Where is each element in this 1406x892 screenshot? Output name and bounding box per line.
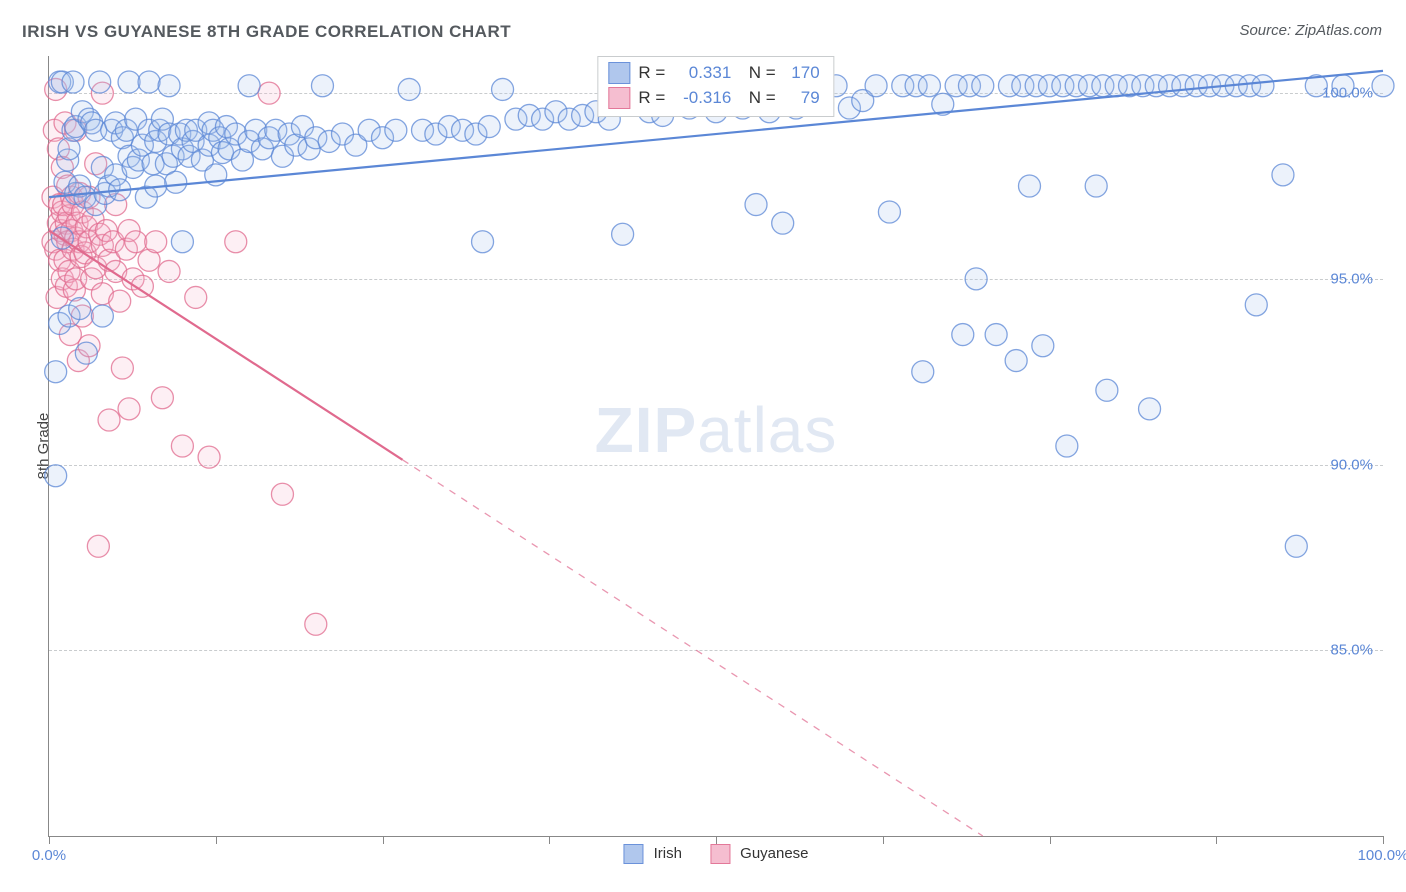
scatter-svg [49,56,1383,836]
scatter-point-irish [69,298,91,320]
x-tick [716,836,717,844]
r-label: R = [638,86,665,111]
scatter-point-irish [1032,335,1054,357]
scatter-point-guyanese [225,231,247,253]
n-label: N = [739,61,775,86]
x-axis-legend: Irish Guyanese [623,844,808,864]
scatter-point-irish [89,71,111,93]
correlation-row-irish: R = 0.331 N = 170 [608,61,819,86]
plot-area: 85.0%90.0%95.0%100.0% 0.0% 100.0% Irish … [48,56,1383,837]
scatter-point-guyanese [98,409,120,431]
scatter-point-guyanese [171,435,193,457]
correlation-box: R = 0.331 N = 170 R = -0.316 N = 79 [597,56,834,117]
scatter-point-guyanese [185,286,207,308]
scatter-point-guyanese [151,387,173,409]
scatter-point-irish [1332,75,1354,97]
scatter-point-irish [1139,398,1161,420]
scatter-point-irish [1285,535,1307,557]
n-value-guyanese: 79 [784,86,820,111]
scatter-point-irish [75,342,97,364]
scatter-point-irish [918,75,940,97]
scatter-point-irish [612,223,634,245]
scatter-point-irish [972,75,994,97]
scatter-point-guyanese [158,260,180,282]
x-tick [549,836,550,844]
correlation-row-guyanese: R = -0.316 N = 79 [608,86,819,111]
scatter-point-irish [1085,175,1107,197]
scatter-point-irish [238,75,260,97]
r-value-guyanese: -0.316 [673,86,731,111]
r-value-irish: 0.331 [673,61,731,86]
scatter-point-irish [772,212,794,234]
scatter-point-irish [158,75,180,97]
scatter-point-guyanese [87,535,109,557]
scatter-point-guyanese [198,446,220,468]
x-tick [1216,836,1217,844]
legend-swatch-irish [623,844,643,864]
trend-line-extrapolated-guyanese [403,460,983,836]
scatter-point-guyanese [258,82,280,104]
scatter-point-guyanese [111,357,133,379]
correlation-swatch-guyanese [608,87,630,109]
scatter-point-guyanese [125,231,147,253]
scatter-point-irish [985,324,1007,346]
scatter-point-guyanese [305,613,327,635]
scatter-point-irish [311,75,333,97]
scatter-point-irish [118,71,140,93]
scatter-point-irish [91,305,113,327]
scatter-point-irish [865,75,887,97]
scatter-point-irish [171,231,193,253]
x-axis-max-label: 100.0% [1358,847,1406,864]
scatter-point-irish [45,361,67,383]
chart-container: IRISH VS GUYANESE 8TH GRADE CORRELATION … [0,0,1406,892]
scatter-point-irish [912,361,934,383]
scatter-point-irish [1272,164,1294,186]
x-axis-min-label: 0.0% [32,847,66,864]
n-value-irish: 170 [784,61,820,86]
scatter-point-irish [492,78,514,100]
legend-item-irish: Irish [623,844,682,864]
correlation-swatch-irish [608,62,630,84]
scatter-point-guyanese [109,290,131,312]
scatter-point-irish [478,116,500,138]
x-tick [383,836,384,844]
scatter-point-irish [165,171,187,193]
scatter-point-irish [1372,75,1394,97]
x-tick [1050,836,1051,844]
x-tick [883,836,884,844]
legend-swatch-guyanese [710,844,730,864]
scatter-point-irish [138,71,160,93]
scatter-point-irish [1245,294,1267,316]
scatter-point-irish [1096,379,1118,401]
r-label: R = [638,61,665,86]
n-label: N = [739,86,775,111]
scatter-point-irish [1252,75,1274,97]
scatter-point-irish [472,231,494,253]
scatter-point-irish [62,71,84,93]
scatter-point-irish [385,119,407,141]
scatter-point-irish [745,194,767,216]
scatter-point-irish [1005,350,1027,372]
scatter-point-guyanese [118,398,140,420]
x-tick [49,836,50,844]
scatter-point-irish [965,268,987,290]
source-attribution: Source: ZipAtlas.com [1239,22,1382,39]
scatter-point-irish [398,78,420,100]
scatter-point-irish [1018,175,1040,197]
legend-label-irish: Irish [654,845,682,862]
legend-item-guyanese: Guyanese [710,844,809,864]
scatter-point-irish [1056,435,1078,457]
scatter-point-guyanese [271,483,293,505]
scatter-point-guyanese [145,231,167,253]
chart-title: IRISH VS GUYANESE 8TH GRADE CORRELATION … [22,22,511,42]
x-tick [216,836,217,844]
legend-label-guyanese: Guyanese [740,845,808,862]
scatter-point-irish [45,465,67,487]
x-tick [1383,836,1384,844]
scatter-point-irish [878,201,900,223]
scatter-point-irish [952,324,974,346]
